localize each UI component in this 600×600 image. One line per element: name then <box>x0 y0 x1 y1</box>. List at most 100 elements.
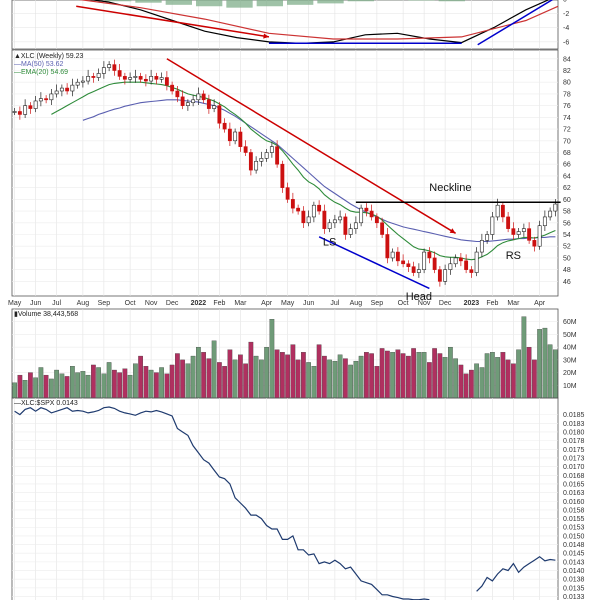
volume-bar-up <box>85 374 91 399</box>
volume-bar-down <box>374 366 380 399</box>
candle-down <box>143 78 148 82</box>
volume-bar-up <box>474 363 479 399</box>
volume-bar-up <box>12 382 17 399</box>
volume-bar-up <box>148 369 154 399</box>
volume-bar-down <box>112 369 117 399</box>
volume-bar-up <box>196 346 201 399</box>
volume-bar-up <box>159 367 164 399</box>
volume-bar-down <box>500 352 506 399</box>
x-axis-label: Mar <box>234 300 247 307</box>
candle-down <box>458 257 463 262</box>
candle-down <box>395 251 400 262</box>
volume-bar-down <box>285 354 290 399</box>
price-tick-label: 48 <box>563 267 571 274</box>
volume-bar-up <box>516 349 521 399</box>
volume-bar-up <box>327 359 332 399</box>
volume-bar-up <box>306 362 311 399</box>
pattern-annotation: LS <box>323 237 336 249</box>
volume-bar-up <box>490 352 495 399</box>
x-axis-label: Sep <box>98 300 111 307</box>
volume-bar-up <box>453 358 458 399</box>
price-tick-label: 66 <box>563 162 571 169</box>
volume-bar-down <box>316 344 322 399</box>
candle-up <box>159 77 164 80</box>
candle-down <box>280 163 285 188</box>
ratio-tick-label: 0.0168 <box>563 473 585 480</box>
volume-bar-down <box>427 362 432 399</box>
ratio-tick-label: 0.0163 <box>563 490 585 497</box>
volume-bar-up <box>80 371 86 399</box>
candle-up <box>479 240 484 253</box>
price-tick-label: 76 <box>563 103 571 110</box>
ratio-tick-label: 0.0148 <box>563 542 585 549</box>
x-axis-label: May <box>8 300 22 307</box>
candle-up <box>338 216 343 221</box>
volume-bar-down <box>322 355 327 399</box>
oscillator-signal-line <box>78 0 559 40</box>
x-axis-label: Oct <box>125 300 136 307</box>
candle-up <box>149 76 154 82</box>
candle-up <box>269 146 274 153</box>
candle-down <box>164 77 169 86</box>
candle-up <box>133 76 138 78</box>
volume-bar-up <box>133 363 138 399</box>
volume-bar-down <box>248 341 254 399</box>
volume-bar-up <box>358 355 364 399</box>
candle-up <box>359 207 364 224</box>
candle-down <box>385 234 390 259</box>
price-tick-label: 64 <box>563 173 571 180</box>
candle-down <box>243 146 248 153</box>
volume-bar-down <box>138 355 143 399</box>
volume-bar-down <box>369 353 374 399</box>
x-axis-label: Feb <box>213 300 225 307</box>
oscillator-hist-bar <box>196 0 223 7</box>
candle-down <box>217 105 222 124</box>
volume-bar-down <box>280 352 285 399</box>
candle-up <box>233 131 238 142</box>
volume-bar-down <box>201 352 206 399</box>
volume-bar-up <box>22 380 28 399</box>
oscillator-hist-bar <box>317 0 344 4</box>
volume-bar-up <box>127 374 133 399</box>
volume-tick-label: 20M <box>563 370 577 377</box>
ma50-line <box>82 99 556 243</box>
candle-down <box>411 266 416 273</box>
candle-up <box>259 158 264 162</box>
volume-legend: ▮Volume 38,443,568 <box>14 311 78 318</box>
candle-down <box>275 146 280 165</box>
volume-bar-up <box>337 354 343 399</box>
volume-bar-up <box>232 359 238 399</box>
candle-up <box>537 225 542 247</box>
candle-down <box>138 76 143 80</box>
volume-bar-up <box>33 377 38 399</box>
price-tick-label: 56 <box>563 220 571 227</box>
candle-up <box>38 98 43 102</box>
candle-down <box>206 99 211 109</box>
candle-up <box>96 73 101 78</box>
x-axis-label: Mar <box>507 300 520 307</box>
candle-up <box>332 219 337 224</box>
candle-up <box>49 93 54 101</box>
candle-down <box>437 269 442 282</box>
candle-down <box>427 251 432 259</box>
candle-up <box>107 64 112 68</box>
ratio-tick-label: 0.0180 <box>563 429 585 436</box>
oscillator-tick-label: -4 <box>563 25 569 32</box>
candle-up <box>422 251 427 270</box>
x-axis-label: Nov <box>418 300 431 307</box>
volume-bar-up <box>537 329 542 399</box>
x-axis-label: Jul <box>52 300 61 307</box>
volume-bar-up <box>442 357 448 399</box>
price-tick-label: 84 <box>563 56 571 63</box>
x-axis-label: Aug <box>77 300 90 307</box>
candle-up <box>542 216 547 227</box>
ratio-tick-label: 0.0183 <box>563 421 585 428</box>
price-tick-label: 62 <box>563 185 571 192</box>
candle-up <box>264 152 269 159</box>
volume-bar-up <box>416 352 422 399</box>
volume-bar-down <box>295 359 301 399</box>
volume-bar-down <box>274 349 280 399</box>
candle-up <box>33 100 38 109</box>
ema20-line <box>51 81 556 261</box>
candle-down <box>469 269 474 273</box>
